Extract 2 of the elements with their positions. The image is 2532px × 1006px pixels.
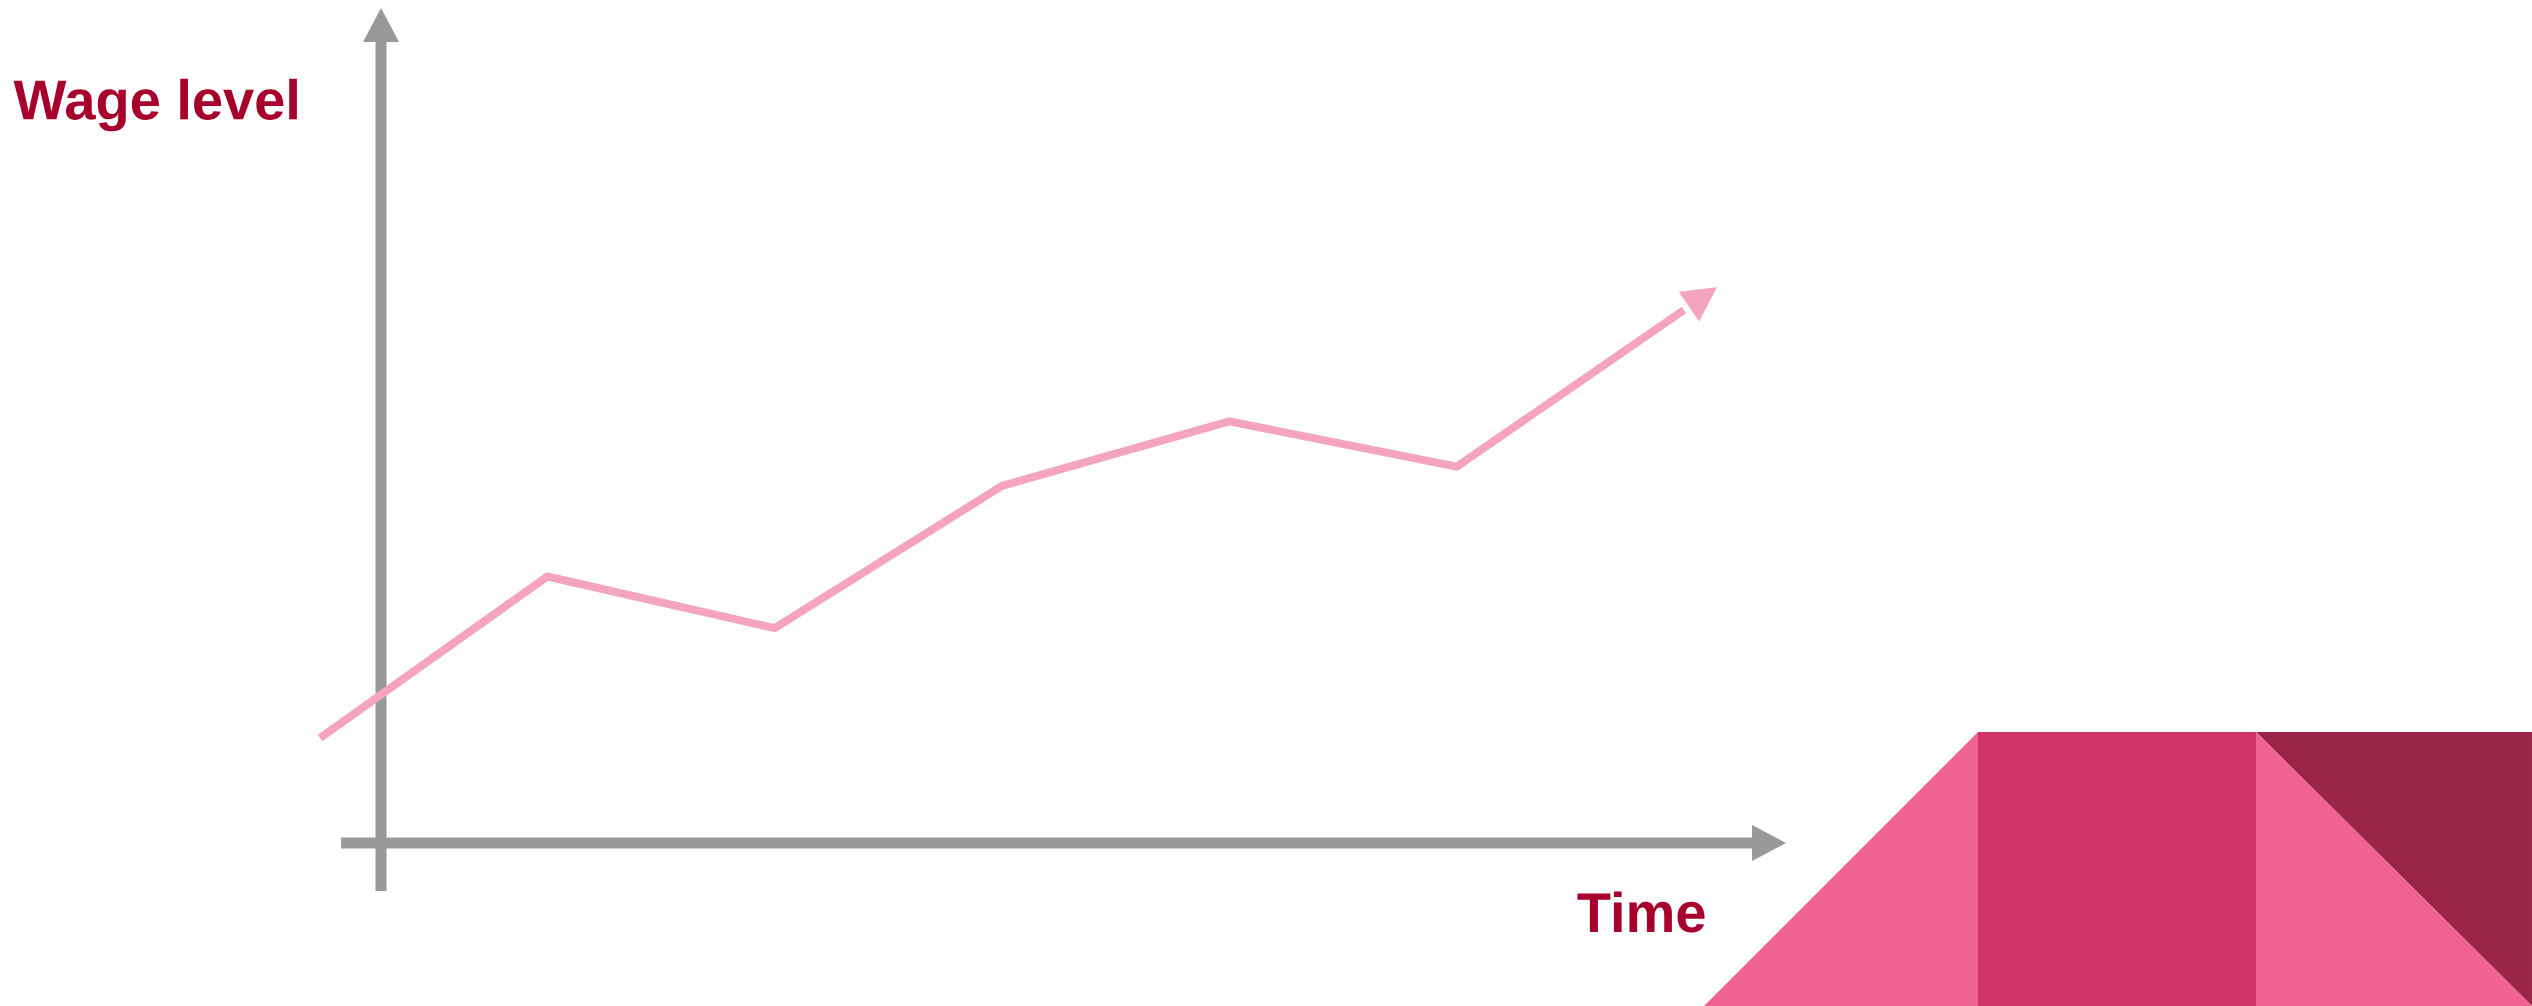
y-axis-title: Wage level — [13, 78, 297, 132]
x-axis-title: Time — [1577, 891, 1705, 933]
